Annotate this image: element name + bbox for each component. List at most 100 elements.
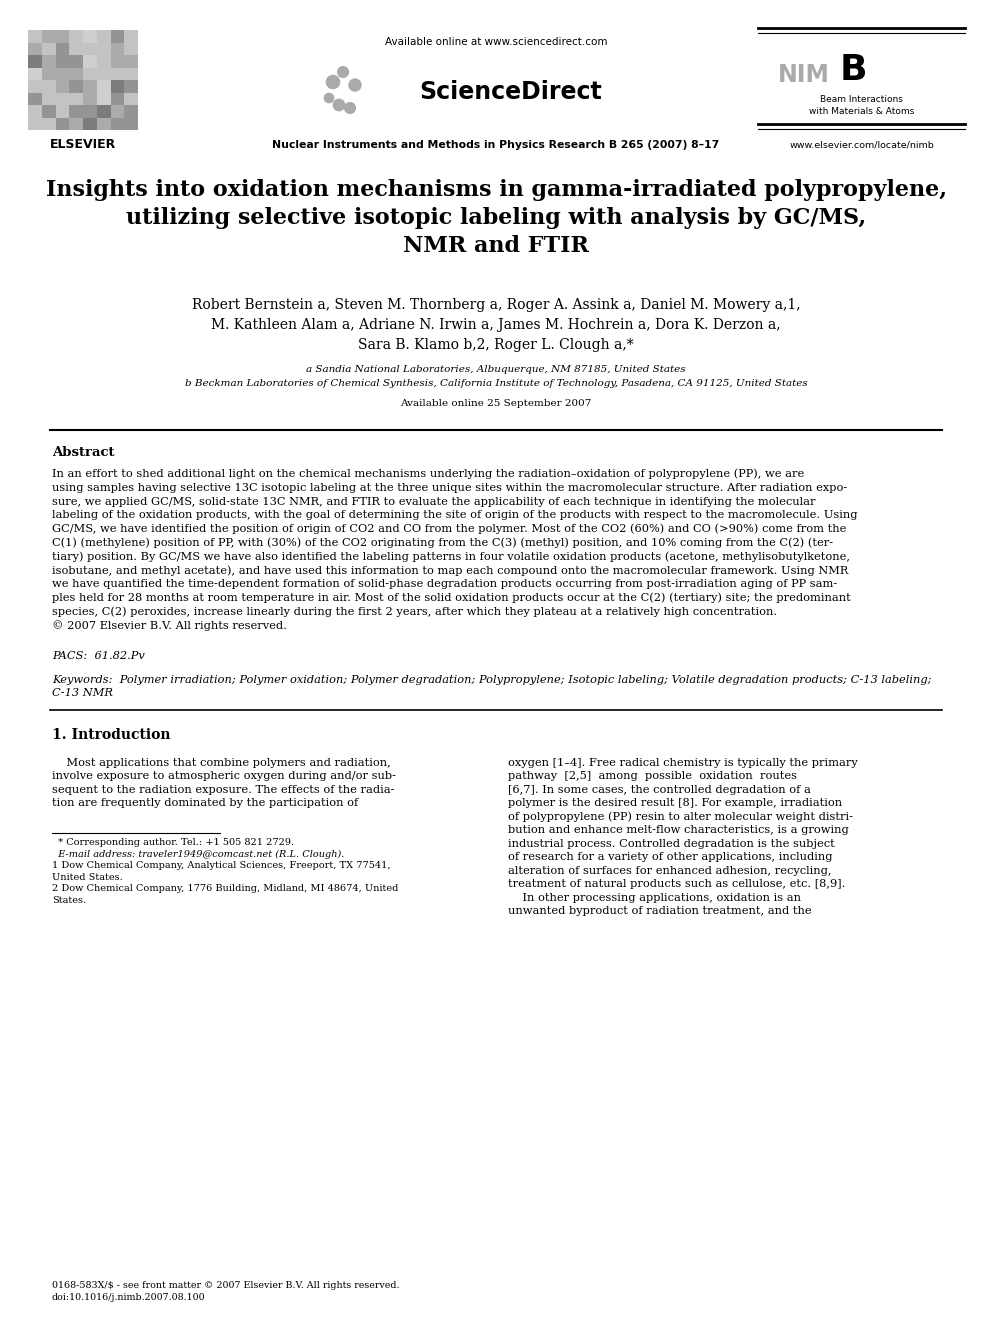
Bar	[110, 67, 124, 79]
Circle shape	[324, 94, 333, 103]
Bar	[69, 118, 83, 130]
Text: Available online 25 September 2007: Available online 25 September 2007	[401, 400, 591, 409]
Text: tiary) position. By GC/MS we have also identified the labeling patterns in four : tiary) position. By GC/MS we have also i…	[52, 552, 850, 562]
Text: tion are frequently dominated by the participation of: tion are frequently dominated by the par…	[52, 798, 358, 808]
Bar	[83, 30, 97, 42]
Text: with Materials & Atoms: with Materials & Atoms	[808, 107, 914, 116]
Bar	[56, 105, 69, 118]
Bar	[56, 30, 69, 42]
Bar	[97, 93, 110, 105]
Text: C(1) (methylene) position of PP, with (30%) of the CO2 originating from the C(3): C(1) (methylene) position of PP, with (3…	[52, 537, 833, 548]
Text: polymer is the desired result [8]. For example, irradiation: polymer is the desired result [8]. For e…	[508, 798, 842, 808]
Bar	[110, 118, 124, 130]
Text: oxygen [1–4]. Free radical chemistry is typically the primary: oxygen [1–4]. Free radical chemistry is …	[508, 758, 858, 767]
Bar	[97, 67, 110, 79]
Bar	[124, 67, 138, 79]
Bar	[97, 118, 110, 130]
Text: In other processing applications, oxidation is an: In other processing applications, oxidat…	[508, 893, 801, 902]
Text: we have quantified the time-dependent formation of solid-phase degradation produ: we have quantified the time-dependent fo…	[52, 579, 837, 590]
Bar	[42, 93, 56, 105]
Text: a Sandia National Laboratories, Albuquerque, NM 87185, United States: a Sandia National Laboratories, Albuquer…	[307, 365, 685, 374]
Circle shape	[344, 103, 355, 114]
Bar	[97, 79, 110, 93]
Text: 1. Introduction: 1. Introduction	[52, 728, 171, 742]
Bar	[110, 42, 124, 56]
Text: alteration of surfaces for enhanced adhesion, recycling,: alteration of surfaces for enhanced adhe…	[508, 865, 831, 876]
Text: www.elsevier.com/locate/nimb: www.elsevier.com/locate/nimb	[789, 140, 933, 149]
Bar	[124, 105, 138, 118]
Text: In an effort to shed additional light on the chemical mechanisms underlying the : In an effort to shed additional light on…	[52, 468, 805, 479]
Bar	[83, 105, 97, 118]
Bar	[97, 42, 110, 56]
Bar	[28, 56, 42, 67]
Text: M. Kathleen Alam a, Adriane N. Irwin a, James M. Hochrein a, Dora K. Derzon a,: M. Kathleen Alam a, Adriane N. Irwin a, …	[211, 318, 781, 332]
Bar	[56, 67, 69, 79]
Text: sequent to the radiation exposure. The effects of the radia-: sequent to the radiation exposure. The e…	[52, 785, 395, 795]
Text: unwanted byproduct of radiation treatment, and the: unwanted byproduct of radiation treatmen…	[508, 906, 811, 916]
Bar	[56, 42, 69, 56]
Text: PACS:  61.82.Pv: PACS: 61.82.Pv	[52, 651, 145, 660]
Text: Keywords:  Polymer irradiation; Polymer oxidation; Polymer degradation; Polyprop: Keywords: Polymer irradiation; Polymer o…	[52, 675, 931, 684]
Text: using samples having selective 13C isotopic labeling at the three unique sites w: using samples having selective 13C isoto…	[52, 483, 847, 492]
Text: ELSEVIER: ELSEVIER	[50, 138, 116, 151]
Text: [6,7]. In some cases, the controlled degradation of a: [6,7]. In some cases, the controlled deg…	[508, 785, 810, 795]
Text: Beam Interactions: Beam Interactions	[820, 95, 903, 105]
Bar	[28, 118, 42, 130]
Text: NIM: NIM	[778, 64, 830, 87]
Bar	[83, 67, 97, 79]
Bar	[42, 56, 56, 67]
Bar	[97, 56, 110, 67]
Bar	[69, 93, 83, 105]
Bar	[42, 67, 56, 79]
Text: industrial process. Controlled degradation is the subject: industrial process. Controlled degradati…	[508, 839, 834, 848]
Text: pathway  [2,5]  among  possible  oxidation  routes: pathway [2,5] among possible oxidation r…	[508, 771, 797, 781]
Bar	[69, 42, 83, 56]
Bar	[110, 79, 124, 93]
Bar	[124, 79, 138, 93]
Bar	[124, 93, 138, 105]
Text: isobutane, and methyl acetate), and have used this information to map each compo: isobutane, and methyl acetate), and have…	[52, 565, 848, 576]
Bar	[28, 30, 138, 130]
Bar	[56, 118, 69, 130]
Circle shape	[326, 75, 339, 89]
Bar	[83, 42, 97, 56]
Text: 1 Dow Chemical Company, Analytical Sciences, Freeport, TX 77541,: 1 Dow Chemical Company, Analytical Scien…	[52, 861, 391, 871]
Bar	[56, 93, 69, 105]
Text: bution and enhance melt-flow characteristics, is a growing: bution and enhance melt-flow characteris…	[508, 826, 849, 835]
Text: treatment of natural products such as cellulose, etc. [8,9].: treatment of natural products such as ce…	[508, 878, 845, 889]
Text: labeling of the oxidation products, with the goal of determining the site of ori: labeling of the oxidation products, with…	[52, 511, 857, 520]
Text: utilizing selective isotopic labeling with analysis by GC/MS,: utilizing selective isotopic labeling wi…	[126, 206, 866, 229]
Bar	[42, 79, 56, 93]
Bar	[97, 30, 110, 42]
Text: species, C(2) peroxides, increase linearly during the first 2 years, after which: species, C(2) peroxides, increase linear…	[52, 607, 777, 618]
Bar	[28, 30, 42, 42]
Text: of research for a variety of other applications, including: of research for a variety of other appli…	[508, 852, 832, 863]
Text: B: B	[840, 53, 867, 87]
Text: GC/MS, we have identified the position of origin of CO2 and CO from the polymer.: GC/MS, we have identified the position o…	[52, 524, 846, 534]
Bar	[83, 118, 97, 130]
Bar	[110, 105, 124, 118]
Bar	[69, 79, 83, 93]
Bar	[83, 79, 97, 93]
Bar	[28, 67, 42, 79]
Bar	[97, 105, 110, 118]
Text: NMR and FTIR: NMR and FTIR	[403, 235, 589, 257]
Bar	[56, 79, 69, 93]
Text: States.: States.	[52, 896, 86, 905]
Text: b Beckman Laboratories of Chemical Synthesis, California Institute of Technology: b Beckman Laboratories of Chemical Synth…	[185, 380, 807, 389]
Circle shape	[349, 79, 361, 91]
Bar	[56, 56, 69, 67]
Circle shape	[333, 99, 344, 111]
Text: sure, we applied GC/MS, solid-state 13C NMR, and FTIR to evaluate the applicabil: sure, we applied GC/MS, solid-state 13C …	[52, 496, 815, 507]
Bar	[124, 30, 138, 42]
Bar	[69, 56, 83, 67]
Circle shape	[337, 66, 348, 77]
Bar	[28, 79, 42, 93]
Bar	[42, 42, 56, 56]
Bar	[69, 30, 83, 42]
Bar	[110, 30, 124, 42]
Text: Insights into oxidation mechanisms in gamma-irradiated polypropylene,: Insights into oxidation mechanisms in ga…	[46, 179, 946, 201]
Bar	[110, 56, 124, 67]
Bar	[28, 93, 42, 105]
Bar	[69, 67, 83, 79]
